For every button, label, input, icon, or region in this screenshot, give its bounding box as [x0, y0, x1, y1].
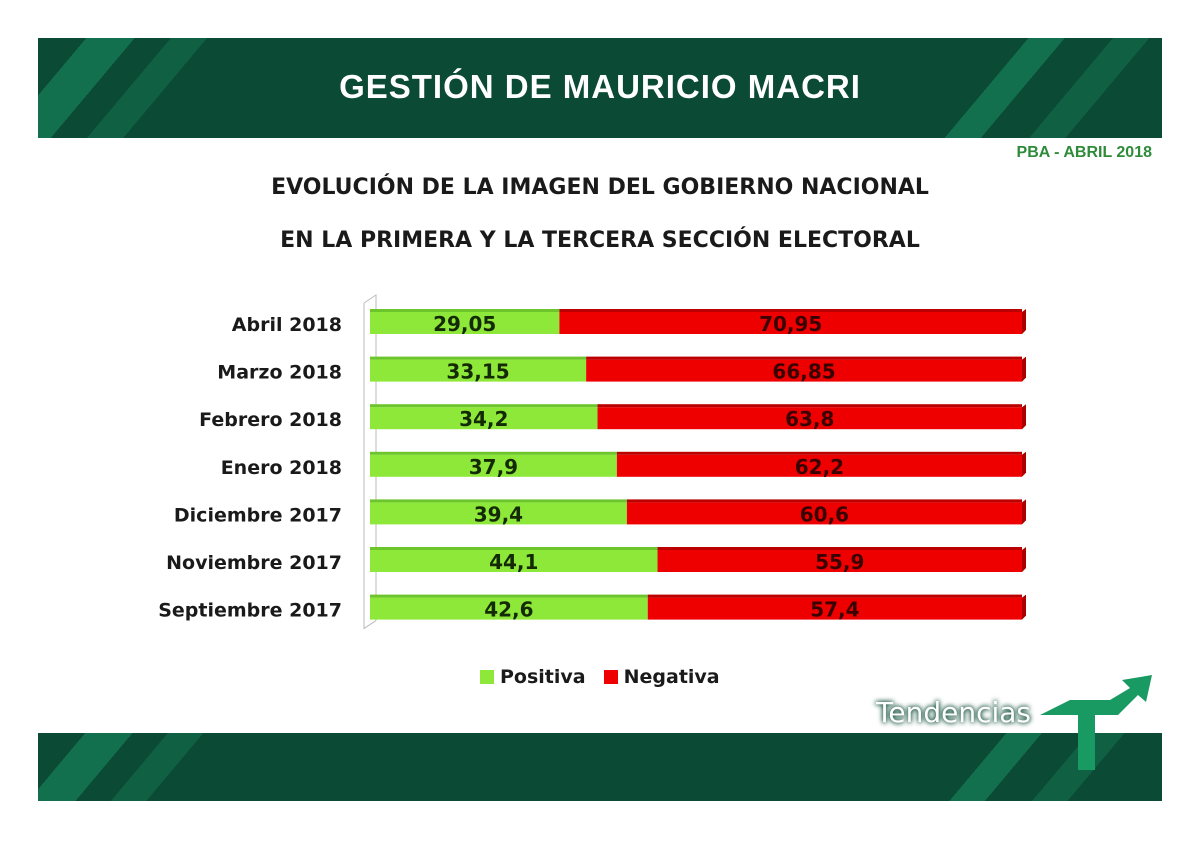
footer-banner [38, 733, 1162, 801]
category-label: Marzo 2018 [217, 362, 342, 384]
data-label: 44,1 [489, 550, 538, 574]
data-label: 34,2 [459, 407, 508, 431]
bar-negativa [626, 502, 1022, 525]
data-label: 39,4 [474, 502, 523, 526]
bar-negativa [597, 407, 1022, 430]
data-label: 66,85 [772, 360, 835, 384]
bar-negativa [657, 550, 1022, 572]
page-title: GESTIÓN DE MAURICIO MACRI [339, 68, 861, 105]
bar-negativa [647, 597, 1022, 620]
category-label: Diciembre 2017 [174, 504, 342, 526]
bar-top-face [657, 547, 1022, 550]
bar-top-face [586, 356, 1022, 360]
bar-positiva [370, 312, 560, 334]
bar-top-face [370, 309, 560, 312]
bar-positiva [370, 550, 658, 572]
category-label: Febrero 2018 [199, 409, 342, 431]
category-label: Enero 2018 [221, 457, 342, 479]
bar-top-face [370, 547, 658, 550]
data-label: 42,6 [484, 598, 533, 622]
legend-item-positiva: Positiva [480, 666, 586, 688]
bar-side-face [1022, 547, 1026, 572]
chart-title-line-2: EN LA PRIMERA Y LA TERCERA SECCIÓN ELECT… [280, 228, 920, 253]
bar-side-face [1022, 356, 1026, 382]
bar-top-face [597, 404, 1022, 408]
bar-top-face [370, 451, 617, 455]
data-label: 63,8 [785, 407, 834, 431]
bar-side-face [1022, 499, 1026, 525]
category-label: Septiembre 2017 [158, 600, 342, 622]
bar-top-face [616, 451, 1022, 455]
bar-top-face [370, 594, 648, 598]
bar-negativa [586, 359, 1022, 382]
legend: Positiva Negativa [480, 666, 720, 688]
bar-top-face [370, 404, 598, 408]
bar-side-face [1022, 404, 1026, 430]
bar-negativa [559, 312, 1022, 334]
data-label: 37,9 [469, 455, 518, 479]
bar-positiva [370, 597, 648, 620]
bar-positiva [370, 359, 587, 382]
chart-title-line-1: EVOLUCIÓN DE LA IMAGEN DEL GOBIERNO NACI… [271, 175, 929, 200]
bar-positiva [370, 502, 627, 525]
data-label: 70,95 [759, 312, 822, 336]
header-banner: GESTIÓN DE MAURICIO MACRI [38, 38, 1162, 138]
legend-item-negativa: Negativa [603, 666, 720, 688]
bar-top-face [370, 499, 627, 503]
data-label: 29,05 [433, 312, 496, 336]
bar-side-face [1022, 451, 1026, 477]
bar-top-face [559, 309, 1022, 312]
trend-arrow-icon [1040, 675, 1152, 770]
bar-top-face [626, 499, 1022, 503]
bar-top-face [370, 356, 587, 360]
data-label: 62,2 [795, 455, 844, 479]
bar-negativa [616, 454, 1022, 477]
bar-top-face [647, 594, 1022, 598]
data-label: 57,4 [810, 598, 859, 622]
region-date-tag: PBA - ABRIL 2018 [1016, 144, 1152, 161]
category-label: Noviembre 2017 [166, 552, 342, 574]
data-label: 60,6 [800, 502, 849, 526]
bar-positiva [370, 407, 598, 430]
bar-positiva [370, 454, 617, 477]
tendencias-logo: Tendencias [876, 696, 1031, 729]
bar-side-face [1022, 309, 1026, 334]
bar-side-face [1022, 594, 1026, 620]
data-label: 55,9 [815, 550, 864, 574]
category-label: Abril 2018 [232, 314, 342, 336]
data-label: 33,15 [446, 360, 509, 384]
